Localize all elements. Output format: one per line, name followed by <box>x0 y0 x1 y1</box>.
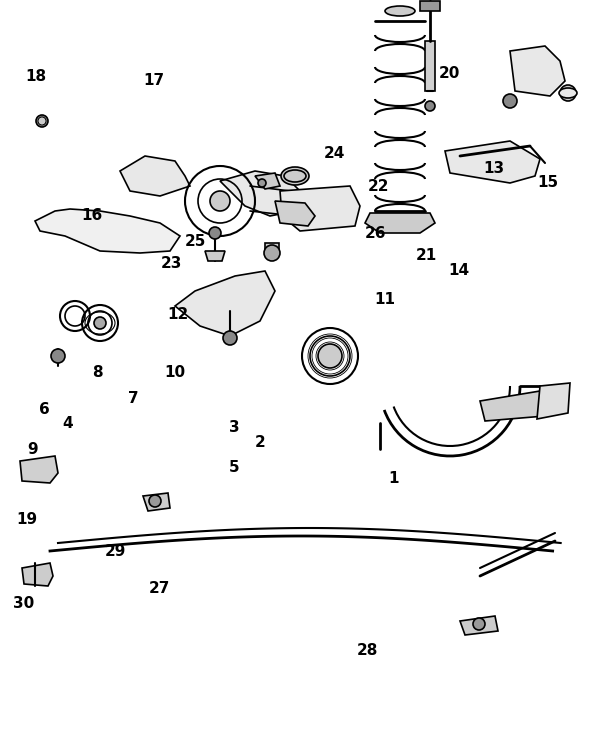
Circle shape <box>36 115 48 127</box>
Polygon shape <box>20 456 58 483</box>
Text: 13: 13 <box>484 161 505 175</box>
Polygon shape <box>175 271 275 336</box>
Ellipse shape <box>385 6 415 16</box>
Polygon shape <box>220 171 300 216</box>
Text: 8: 8 <box>92 366 103 380</box>
Ellipse shape <box>559 88 577 98</box>
Polygon shape <box>280 186 360 231</box>
Text: 15: 15 <box>537 175 558 190</box>
Polygon shape <box>35 209 180 253</box>
Text: 24: 24 <box>324 146 345 161</box>
Text: 21: 21 <box>416 249 437 263</box>
Polygon shape <box>510 46 565 96</box>
Polygon shape <box>537 383 570 419</box>
Circle shape <box>223 331 237 345</box>
Circle shape <box>210 191 230 211</box>
Text: 26: 26 <box>365 227 387 241</box>
Polygon shape <box>425 41 435 91</box>
Text: 20: 20 <box>439 66 461 80</box>
Text: 1: 1 <box>388 471 399 486</box>
Text: 29: 29 <box>105 545 126 559</box>
Text: 3: 3 <box>229 420 239 435</box>
Circle shape <box>209 227 221 239</box>
Ellipse shape <box>281 167 309 185</box>
Circle shape <box>38 117 46 125</box>
Text: 23: 23 <box>161 256 182 270</box>
Circle shape <box>94 317 106 329</box>
Text: 6: 6 <box>39 402 50 417</box>
Text: 12: 12 <box>167 307 188 322</box>
Text: 4: 4 <box>63 417 73 431</box>
Circle shape <box>318 344 342 368</box>
Circle shape <box>149 495 161 507</box>
Text: 27: 27 <box>149 581 170 596</box>
Polygon shape <box>205 251 225 261</box>
Text: 11: 11 <box>374 292 395 307</box>
Polygon shape <box>365 213 435 233</box>
Circle shape <box>51 349 65 363</box>
Text: 2: 2 <box>255 435 266 450</box>
Polygon shape <box>265 243 279 253</box>
Text: 5: 5 <box>229 461 239 475</box>
Text: 17: 17 <box>143 73 165 88</box>
Circle shape <box>258 179 266 187</box>
Text: 7: 7 <box>128 391 139 406</box>
Polygon shape <box>275 201 315 226</box>
Polygon shape <box>480 391 550 421</box>
Text: 9: 9 <box>27 442 38 457</box>
Text: 28: 28 <box>356 643 378 658</box>
Polygon shape <box>255 173 280 189</box>
Polygon shape <box>143 493 170 511</box>
Text: 18: 18 <box>25 69 46 84</box>
Text: 19: 19 <box>16 512 37 526</box>
Polygon shape <box>120 156 190 196</box>
Text: 30: 30 <box>13 596 34 610</box>
Text: 16: 16 <box>81 208 102 223</box>
Polygon shape <box>445 141 540 183</box>
Polygon shape <box>460 616 498 635</box>
Text: 14: 14 <box>448 263 469 278</box>
Text: 25: 25 <box>185 234 206 249</box>
Polygon shape <box>420 1 440 11</box>
Circle shape <box>503 94 517 108</box>
Polygon shape <box>22 563 53 586</box>
Circle shape <box>560 85 576 101</box>
Circle shape <box>264 245 280 261</box>
Circle shape <box>473 618 485 630</box>
Circle shape <box>425 101 435 111</box>
Text: 10: 10 <box>164 366 185 380</box>
Text: 22: 22 <box>368 179 390 194</box>
